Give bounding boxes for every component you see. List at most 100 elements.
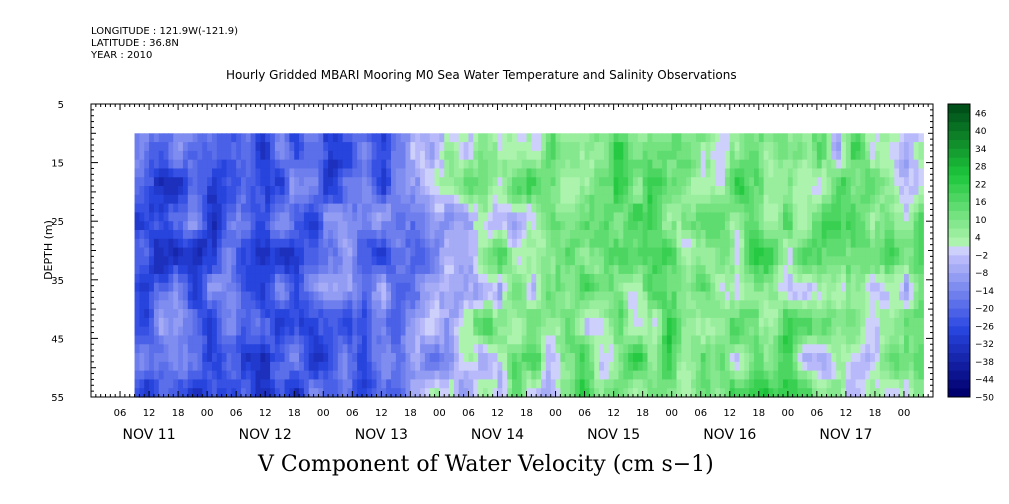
heatmap-cell [613,282,620,293]
heatmap-cell [739,203,745,214]
heatmap-cell [536,353,542,363]
heatmap-cell [332,212,339,222]
heatmap-cell [865,317,871,328]
heatmap-cell [841,212,847,222]
heatmap-cell [187,194,194,205]
heatmap-cell [579,361,586,372]
heatmap-cell [207,256,213,266]
heatmap-cell [821,256,828,266]
heatmap-cell [739,159,745,170]
heatmap-cell [913,335,920,345]
heatmap-cell [492,388,499,398]
heatmap-cell [860,282,866,293]
heatmap-cell [197,353,203,363]
heatmap-cell [478,247,484,257]
heatmap-cell [870,344,876,354]
heatmap-cell [468,273,474,284]
heatmap-cell [352,133,358,143]
heatmap-cell [236,361,242,372]
heatmap-cell [879,361,886,372]
heatmap-cell [594,370,600,381]
heatmap-cell [289,247,295,257]
heatmap-cell [574,291,581,301]
heatmap-cell [197,212,203,222]
heatmap-cell [773,344,779,354]
heatmap-cell [221,344,228,354]
heatmap-cell [134,344,140,354]
heatmap-cell [231,168,237,178]
heatmap-cell [652,317,658,328]
heatmap-cell [289,221,295,231]
heatmap-cell [787,168,794,178]
heatmap-cell [391,370,397,381]
heatmap-cell [458,221,465,231]
heatmap-cell [603,247,610,257]
heatmap-cell [178,273,184,284]
heatmap-cell [870,353,876,363]
heatmap-cell [642,133,649,143]
heatmap-cell [173,379,179,389]
heatmap-cell [695,212,702,222]
heatmap-cell [424,238,431,249]
heatmap-cell [734,177,741,187]
heatmap-cell [265,229,271,240]
heatmap-cell [700,256,707,266]
heatmap-cell [328,203,334,214]
heatmap-cell [860,388,866,398]
heatmap-cell [332,344,339,354]
heatmap-cell [415,194,421,205]
heatmap-cell [700,353,707,363]
heatmap-cell [197,150,203,161]
heatmap-cell [250,159,257,170]
heatmap-cell [420,273,426,284]
heatmap-cell [386,150,392,161]
heatmap-cell [850,379,857,389]
heatmap-cell [187,142,194,152]
heatmap-cell [662,300,668,310]
heatmap-cell [289,317,295,328]
heatmap-cell [497,229,503,240]
heatmap-cell [241,379,247,389]
heatmap-cell [420,177,426,187]
heatmap-cell [279,326,286,337]
heatmap-cell [274,353,281,363]
heatmap-cell [807,300,813,310]
heatmap-cell [753,265,760,275]
heatmap-cell [308,317,315,328]
heatmap-cell [328,379,334,389]
heatmap-cell [526,256,532,266]
heatmap-cell [236,326,242,337]
heatmap-cell [420,142,426,152]
heatmap-cell [284,282,290,293]
heatmap-cell [778,317,784,328]
heatmap-cell [202,388,208,398]
heatmap-cell [671,247,678,257]
heatmap-cell [434,159,441,170]
heatmap-cell [207,203,213,214]
heatmap-cell [357,317,363,328]
heatmap-cell [662,212,668,222]
heatmap-cell [453,229,460,240]
heatmap-cell [449,186,455,196]
heatmap-cell [642,273,649,284]
heatmap-cell [831,194,837,205]
heatmap-cell [492,168,499,178]
heatmap-cell [482,300,489,310]
heatmap-cell [676,370,682,381]
heatmap-cell [270,221,276,231]
heatmap-cell [299,150,305,161]
heatmap-cell [289,194,295,205]
heatmap-cell [889,177,895,187]
heatmap-cell [202,212,208,222]
heatmap-cell [347,265,353,275]
heatmap-cell [734,203,741,214]
heatmap-cell [836,177,842,187]
heatmap-cell [724,194,731,205]
heatmap-cell [463,370,470,381]
heatmap-cell [850,186,857,196]
heatmap-cell [574,282,581,293]
heatmap-cell [163,265,170,275]
heatmap-cell [613,150,620,161]
heatmap-cell [657,238,663,249]
heatmap-cell [478,353,484,363]
